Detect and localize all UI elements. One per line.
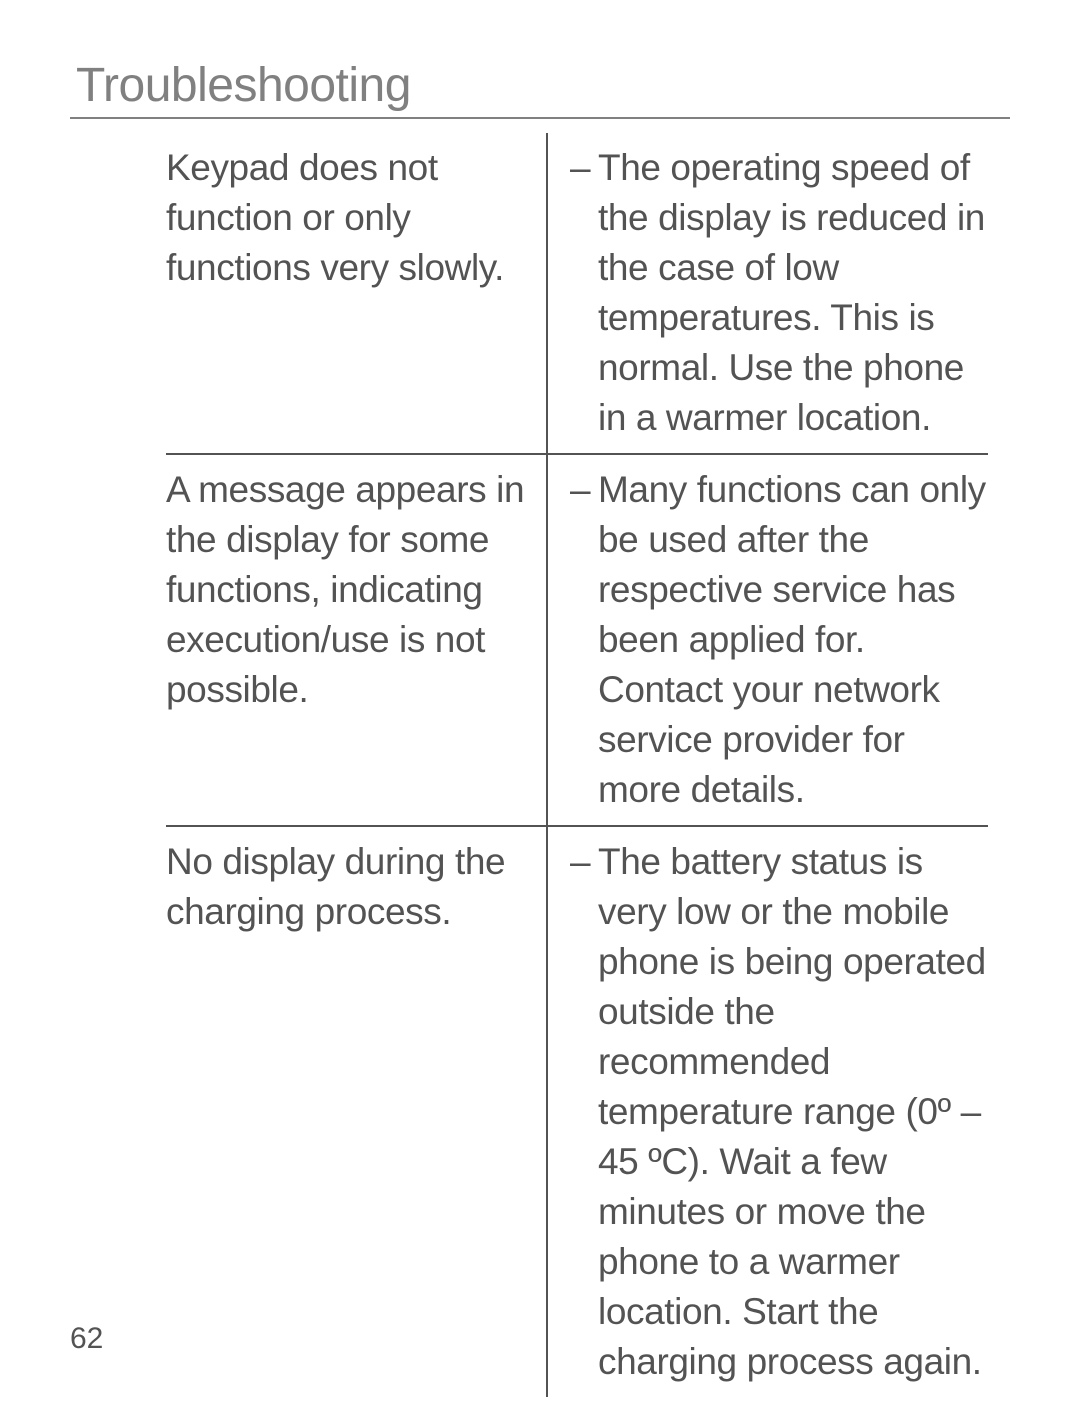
page-heading: Troubleshooting [76,58,1010,113]
page-number: 62 [70,1322,103,1356]
solution-text: The battery status is very low or the mo… [598,837,988,1387]
bullet-dash: – [570,465,598,815]
table-row: Keypad does not function or only functio… [166,133,988,453]
solution-text: The operating speed of the display is re… [598,143,988,443]
solution-cell: – The battery status is very low or the … [548,837,988,1387]
table-row: No display during the charging process. … [166,825,988,1397]
problem-cell: A message appears in the display for som… [166,465,546,815]
manual-page: Troubleshooting Keypad does not function… [0,0,1080,1412]
troubleshooting-table: Keypad does not function or only functio… [166,133,988,1397]
problem-cell: Keypad does not function or only functio… [166,143,546,443]
bullet-dash: – [570,143,598,443]
solution-cell: – The operating speed of the display is … [548,143,988,443]
heading-rule [70,117,1010,119]
problem-cell: No display during the charging process. [166,837,546,1387]
table-row: A message appears in the display for som… [166,453,988,825]
solution-text: Many functions can only be used after th… [598,465,988,815]
solution-cell: – Many functions can only be used after … [548,465,988,815]
bullet-dash: – [570,837,598,1387]
